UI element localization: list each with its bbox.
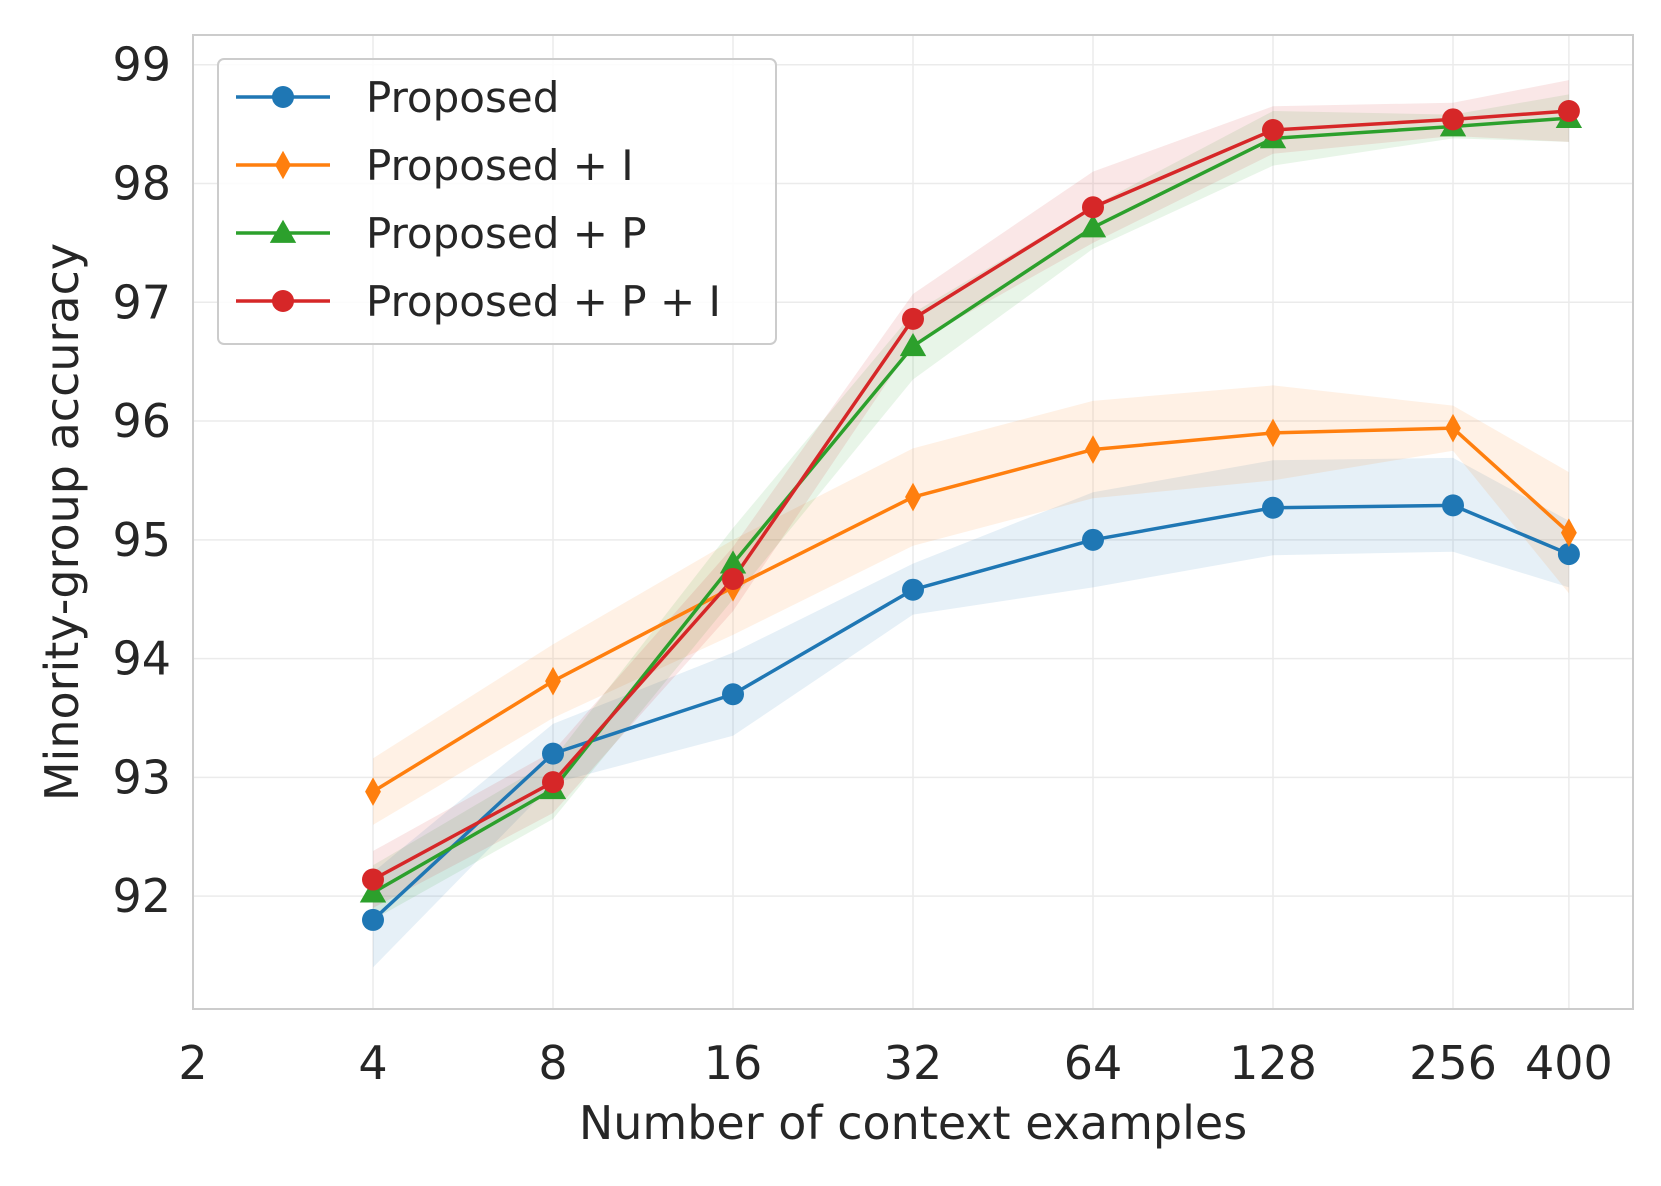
y-tick-label: 95 xyxy=(112,513,171,567)
legend-label-proposed: Proposed xyxy=(366,73,559,122)
point-proposed-p-i xyxy=(542,771,564,794)
point-proposed-i xyxy=(545,666,561,696)
point-proposed xyxy=(362,908,384,931)
x-tick-label: 256 xyxy=(1409,1036,1497,1090)
x-tick-label: 2 xyxy=(178,1036,207,1090)
point-proposed xyxy=(542,742,564,765)
point-proposed-p-i xyxy=(1557,100,1580,123)
y-axis-ticks: 92 93 94 95 96 97 98 99 xyxy=(112,38,171,923)
legend-label-proposed-p: Proposed + P xyxy=(366,209,647,258)
point-proposed-p-i xyxy=(1262,119,1284,142)
point-proposed xyxy=(1557,543,1580,566)
series-lines xyxy=(371,109,1571,922)
point-proposed-p-i xyxy=(1442,108,1464,131)
point-proposed xyxy=(1262,496,1284,519)
x-axis-ticks: 2 4 8 16 32 64 128 256 400 xyxy=(178,1036,1612,1090)
point-proposed-i xyxy=(1265,418,1281,448)
legend-marker-proposed-p-i xyxy=(272,290,294,312)
y-tick-label: 97 xyxy=(112,275,171,329)
point-proposed-i xyxy=(1560,518,1577,547)
point-proposed xyxy=(902,578,924,601)
legend-box xyxy=(217,58,777,345)
y-tick-label: 93 xyxy=(112,750,171,804)
line-proposed-p-i xyxy=(372,109,1570,882)
legend-marker-proposed-i xyxy=(275,150,291,180)
plot-frame xyxy=(192,34,1634,1010)
y-tick-label: 92 xyxy=(112,869,171,923)
band-proposed-p xyxy=(373,94,1569,920)
x-tick-label: 64 xyxy=(1064,1036,1123,1090)
point-proposed-p xyxy=(899,333,927,357)
x-tick-label: 32 xyxy=(884,1036,943,1090)
x-tick-label: 8 xyxy=(538,1036,567,1090)
point-proposed-p-i xyxy=(362,868,384,891)
legend-label-proposed-i: Proposed + I xyxy=(366,141,634,190)
point-proposed-i xyxy=(1445,413,1461,443)
line-proposed-i xyxy=(372,426,1571,794)
x-tick-label: 16 xyxy=(704,1036,763,1090)
point-proposed xyxy=(1082,528,1104,551)
point-proposed-p-i xyxy=(722,568,744,591)
point-proposed-p-i xyxy=(1082,196,1104,219)
y-tick-label: 99 xyxy=(112,38,171,92)
x-tick-label: 400 xyxy=(1525,1036,1613,1090)
point-proposed-i xyxy=(1085,435,1101,464)
point-proposed-p-i xyxy=(902,307,924,330)
legend-marker-proposed-p xyxy=(269,219,297,243)
point-proposed-p xyxy=(719,550,747,574)
point-proposed-i xyxy=(365,777,381,806)
y-tick-label: 94 xyxy=(112,632,171,686)
point-proposed-p xyxy=(359,879,387,903)
legend-label-proposed-p-i: Proposed + P + I xyxy=(366,277,721,326)
legend-marker-proposed xyxy=(272,86,294,108)
line-proposed xyxy=(371,503,1570,922)
y-tick-label: 96 xyxy=(112,394,171,448)
x-tick-label: 4 xyxy=(358,1036,387,1090)
x-tick-label: 128 xyxy=(1229,1036,1317,1090)
line-proposed-p xyxy=(372,116,1570,895)
point-proposed-p xyxy=(1079,214,1107,238)
y-tick-label: 98 xyxy=(112,156,171,210)
point-proposed xyxy=(722,683,744,706)
y-axis-title: Minority-group accuracy xyxy=(35,243,89,801)
x-axis-title: Number of context examples xyxy=(579,1096,1247,1150)
series-markers xyxy=(359,100,1583,931)
point-proposed xyxy=(1442,494,1464,517)
point-proposed-i xyxy=(905,482,921,512)
legend: Proposed Proposed + I Proposed + P Proposed… xyxy=(217,58,777,345)
